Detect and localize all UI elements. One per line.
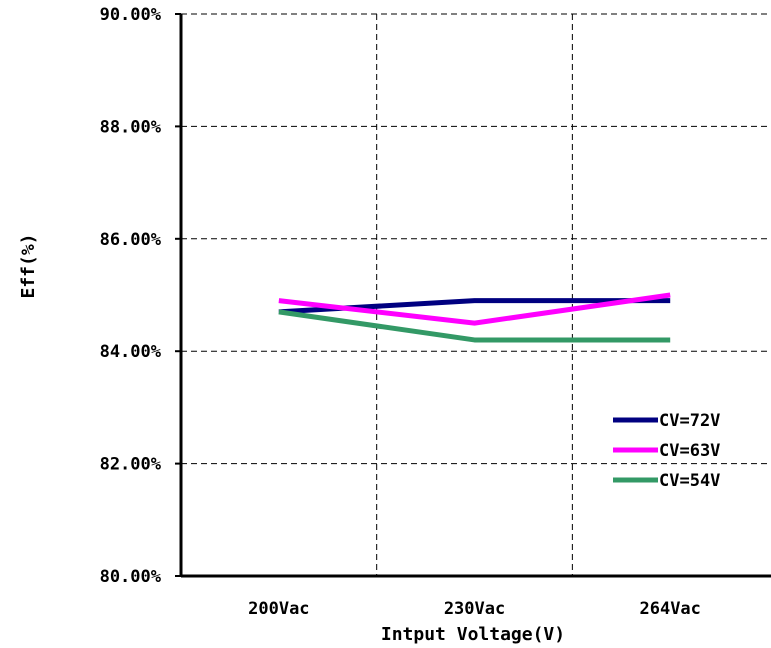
y-tick-labels: 80.00% 82.00% 84.00% 86.00% 88.00% 90.00% bbox=[100, 5, 181, 587]
x-tick-label: 264Vac bbox=[639, 599, 700, 619]
y-axis-title: Eff(%) bbox=[18, 233, 39, 298]
x-tick-label: 200Vac bbox=[248, 599, 309, 619]
legend-label: CV=54V bbox=[659, 471, 720, 491]
series-line-2 bbox=[278, 309, 671, 343]
y-tick-label: 88.00% bbox=[100, 117, 162, 137]
x-tick-labels: 200Vac 230Vac 264Vac bbox=[248, 599, 701, 619]
axes bbox=[179, 14, 771, 578]
y-tick-label: 82.00% bbox=[100, 455, 162, 475]
legend: CV=72V CV=63V CV=54V bbox=[613, 411, 720, 491]
legend-label: CV=63V bbox=[659, 441, 720, 461]
y-tick-label: 84.00% bbox=[100, 342, 162, 362]
y-tick-label: 86.00% bbox=[100, 230, 162, 250]
y-tick-label: 80.00% bbox=[100, 567, 162, 587]
grid bbox=[181, 13, 771, 576]
y-tick-label: 90.00% bbox=[100, 5, 162, 25]
legend-label: CV=72V bbox=[659, 411, 720, 431]
series-lines bbox=[278, 292, 671, 343]
x-tick-label: 230Vac bbox=[444, 599, 505, 619]
x-axis-title: Intput Voltage(V) bbox=[381, 624, 565, 645]
